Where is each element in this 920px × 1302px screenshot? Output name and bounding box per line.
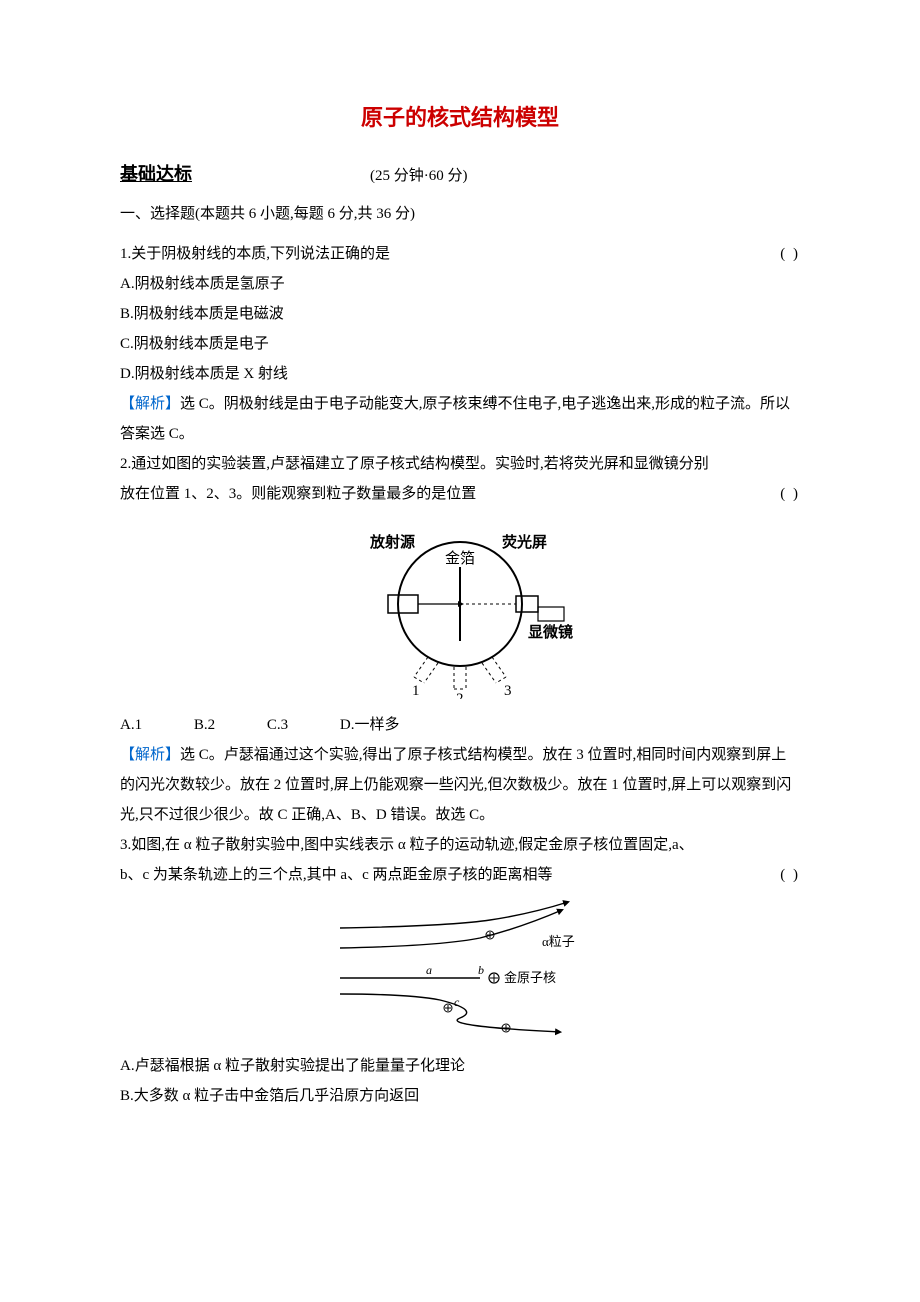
q2-stem-line2-row: 放在位置 1、2、3。则能观察到粒子数量最多的是位置 ( ) [120, 479, 800, 509]
analysis-label-2: 【解析】 [120, 747, 180, 763]
q3-stem-line2: b、c 为某条轨迹上的三个点,其中 a、c 两点距金原子核的距离相等 [120, 860, 768, 890]
screen-box [516, 596, 538, 612]
q1-opt-d: D.阴极射线本质是 X 射线 [120, 359, 800, 389]
page-title: 原子的核式结构模型 [120, 100, 800, 132]
part-a-header: 一、选择题(本题共 6 小题,每题 6 分,共 36 分) [120, 200, 800, 229]
q2-paren: ( ) [768, 479, 800, 509]
q2-stem-line2: 放在位置 1、2、3。则能观察到粒子数量最多的是位置 [120, 479, 768, 509]
q2-stem-line1: 2.通过如图的实验装置,卢瑟福建立了原子核式结构模型。实验时,若将荧光屏和显微镜… [120, 449, 800, 479]
section-label: 基础达标 [120, 160, 210, 186]
q1-paren: ( ) [768, 239, 800, 269]
q2-options: A.1 B.2 C.3 D.一样多 [120, 710, 800, 740]
q2-analysis-text: 选 C。卢瑟福通过这个实验,得出了原子核式结构模型。放在 3 位置时,相同时间内… [120, 747, 791, 823]
pos1-label: 1 [412, 683, 420, 699]
q2-figure: 金箔 放射源 荧光屏 显微镜 1 [120, 519, 800, 704]
pos3-label: 3 [504, 683, 512, 699]
q3-figure: α粒子 a b 金原子核 c [120, 900, 800, 1045]
microscope-label: 显微镜 [528, 623, 573, 641]
q1-opt-a: A.阴极射线本质是氢原子 [120, 269, 800, 299]
q2-opt-d: D.一样多 [340, 710, 400, 740]
label-b: b [478, 963, 484, 977]
screen-label: 荧光屏 [502, 533, 547, 551]
alpha-label: α粒子 [542, 934, 575, 949]
source-box [388, 595, 418, 613]
q2-opt-c: C.3 [267, 710, 288, 740]
q1-stem: 1.关于阴极射线的本质,下列说法正确的是 [120, 239, 768, 269]
q3-diagram-svg: α粒子 a b 金原子核 c [330, 900, 590, 1040]
track-c [340, 994, 560, 1032]
label-a: a [426, 963, 432, 977]
q3-stem-line2-row: b、c 为某条轨迹上的三个点,其中 a、c 两点距金原子核的距离相等 ( ) [120, 860, 800, 890]
q3-stem-line1: 3.如图,在 α 粒子散射实验中,图中实线表示 α 粒子的运动轨迹,假定金原子核… [120, 830, 800, 860]
q2-diagram-svg: 金箔 放射源 荧光屏 显微镜 1 [320, 519, 600, 699]
microscope-box [538, 607, 564, 621]
section-timing: (25 分钟·60 分) [370, 164, 468, 185]
q1-opt-b: B.阴极射线本质是电磁波 [120, 299, 800, 329]
q1-opt-c: C.阴极射线本质是电子 [120, 329, 800, 359]
page-root: 原子的核式结构模型 基础达标 (25 分钟·60 分) 一、选择题(本题共 6 … [0, 0, 920, 1302]
q2-opt-b: B.2 [194, 710, 215, 740]
q1-analysis-text: 选 C。阴极射线是由于电子动能变大,原子核束缚不住电子,电子逃逸出来,形成的粒子… [120, 396, 790, 442]
q2-opt-a: A.1 [120, 710, 142, 740]
pos2-label: 2 [456, 691, 464, 699]
gold-foil-label: 金箔 [445, 550, 475, 567]
source-label: 放射源 [369, 533, 415, 551]
track-2 [340, 910, 562, 948]
pos2-detector [454, 667, 466, 689]
label-c: c [454, 995, 460, 1009]
track-top [340, 902, 568, 928]
q3-opt-a: A.卢瑟福根据 α 粒子散射实验提出了能量量子化理论 [120, 1051, 800, 1081]
section-header: 基础达标 (25 分钟·60 分) [120, 160, 800, 186]
q2-analysis: 【解析】选 C。卢瑟福通过这个实验,得出了原子核式结构模型。放在 3 位置时,相… [120, 740, 800, 830]
q3-paren: ( ) [768, 860, 800, 890]
q1-analysis: 【解析】选 C。阴极射线是由于电子动能变大,原子核束缚不住电子,电子逃逸出来,形… [120, 389, 800, 449]
q1-stem-row: 1.关于阴极射线的本质,下列说法正确的是 ( ) [120, 239, 800, 269]
q3-opt-b: B.大多数 α 粒子击中金箔后几乎沿原方向返回 [120, 1081, 800, 1111]
nucleus-label: 金原子核 [504, 970, 556, 985]
analysis-label: 【解析】 [120, 396, 180, 412]
